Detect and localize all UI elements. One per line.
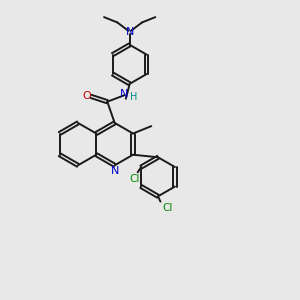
Text: N: N — [120, 89, 129, 99]
Text: H: H — [130, 92, 137, 102]
Text: Cl: Cl — [162, 203, 173, 213]
Text: O: O — [82, 91, 91, 101]
Text: Cl: Cl — [130, 174, 140, 184]
Text: N: N — [111, 166, 119, 176]
Text: N: N — [125, 27, 134, 37]
